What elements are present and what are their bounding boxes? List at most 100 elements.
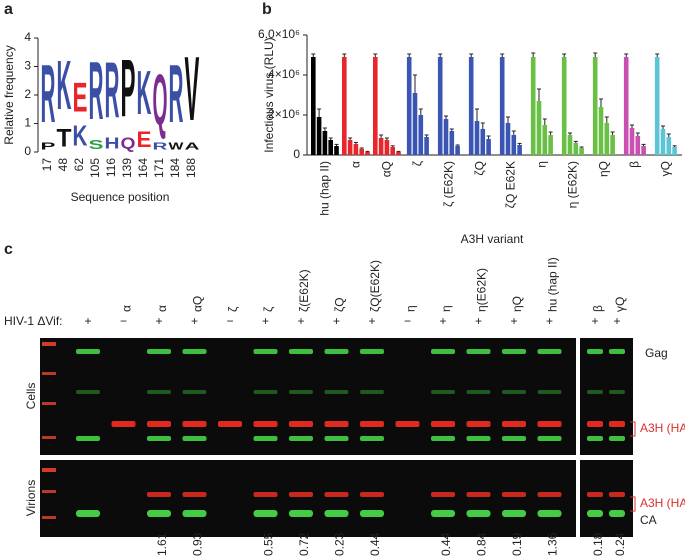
band-green — [147, 436, 171, 441]
y-tick-label: 2 — [24, 87, 31, 101]
ladder-band — [42, 468, 56, 472]
band-gag — [76, 349, 100, 354]
bar — [468, 57, 474, 155]
ratio: 0.18 — [591, 532, 605, 556]
logo-letter: R — [169, 46, 184, 139]
x-tick-label: η (E62K) — [566, 161, 580, 208]
logo-letter: P — [41, 140, 56, 152]
band-gag — [466, 349, 491, 354]
band-faint — [431, 390, 455, 394]
bar — [334, 146, 339, 155]
bar — [424, 137, 429, 155]
band-faint — [466, 390, 491, 394]
bar — [548, 135, 553, 155]
ladder-band — [42, 372, 56, 375]
band-green — [609, 436, 625, 441]
ratio: 1.61 — [155, 532, 169, 556]
bar — [499, 57, 505, 155]
logo-letter: R — [89, 44, 104, 137]
logo-letter: H — [105, 134, 120, 152]
hiv-sign: + — [333, 314, 340, 328]
logo-letter: Q — [153, 60, 168, 141]
bar — [654, 57, 660, 155]
ratio: 0.44 — [368, 532, 382, 556]
band-ca — [609, 510, 625, 517]
bar — [592, 57, 598, 155]
y-tick-label: 2×10⁶ — [268, 107, 300, 121]
band-a3h — [289, 421, 313, 427]
hiv-sign: + — [262, 314, 269, 328]
band-green — [289, 436, 313, 441]
band-green — [431, 436, 455, 441]
lane-label: ζQ(E62K) — [368, 260, 382, 312]
logo-letter: K — [137, 57, 152, 127]
x-axis-label: A3H variant — [461, 232, 524, 246]
bracket — [630, 421, 636, 437]
band-label: A3H (HA) — [640, 496, 685, 510]
lane-label: η — [439, 305, 453, 312]
band-green — [502, 436, 526, 441]
band-ca — [537, 510, 562, 517]
bar — [480, 129, 486, 155]
bar — [629, 128, 635, 155]
band-gag — [289, 349, 313, 354]
x-tick-label: ζ — [411, 160, 425, 166]
bar — [390, 147, 395, 155]
band-a3h — [253, 492, 278, 497]
logo-letter: K — [73, 120, 88, 152]
bar — [365, 152, 370, 155]
band-a3h — [360, 492, 384, 497]
panel-label: b — [262, 1, 272, 18]
bar — [561, 57, 567, 155]
band-a3h — [502, 421, 526, 427]
logo-letter: K — [57, 45, 72, 124]
hiv-sign: + — [191, 314, 198, 328]
x-tick-label: η — [535, 161, 549, 168]
hiv-sign: + — [368, 314, 375, 328]
band-ca — [147, 510, 171, 517]
block-label: Cells — [24, 383, 38, 410]
hiv-sign: − — [226, 314, 233, 328]
blot-virions — [580, 460, 633, 537]
band-ca — [360, 510, 384, 517]
band-a3h — [182, 421, 207, 427]
band-a3h — [324, 421, 349, 427]
bar — [635, 136, 641, 155]
band-a3h — [587, 492, 603, 497]
band-faint — [502, 390, 526, 394]
band-green — [360, 436, 384, 441]
lane-label: ζQ — [333, 297, 347, 312]
x-tick-label: ζQ E62K — [504, 161, 518, 208]
bar — [598, 107, 604, 155]
lane-label: αQ — [191, 296, 205, 312]
band-a3h — [182, 492, 207, 497]
band-faint — [289, 390, 313, 394]
lane-label: ζ — [226, 306, 240, 312]
bar — [353, 144, 359, 155]
band-a3h — [466, 421, 491, 427]
hiv-sign: + — [591, 314, 598, 328]
band-green — [76, 436, 100, 441]
row-label: HIV-1 ΔVif: — [4, 314, 62, 328]
bar — [660, 129, 666, 155]
lane-label: α — [120, 305, 134, 312]
x-tick-label: 17 — [40, 158, 54, 172]
blot-cells — [40, 338, 576, 455]
logo-letter: W — [169, 140, 184, 152]
hiv-sign: − — [120, 314, 127, 328]
band-a3h — [431, 421, 455, 427]
band-a3h — [395, 421, 420, 427]
bracket — [630, 496, 636, 512]
x-tick-label: 171 — [152, 158, 166, 178]
bar — [418, 115, 424, 155]
hiv-sign: + — [613, 314, 620, 328]
band-faint — [324, 390, 349, 394]
hiv-sign: + — [510, 314, 517, 328]
band-a3h — [360, 421, 384, 427]
band-faint — [76, 390, 100, 394]
y-tick-label: 0 — [24, 144, 31, 158]
bar — [412, 93, 418, 155]
band-label: CA — [640, 513, 657, 527]
band-green — [324, 436, 349, 441]
